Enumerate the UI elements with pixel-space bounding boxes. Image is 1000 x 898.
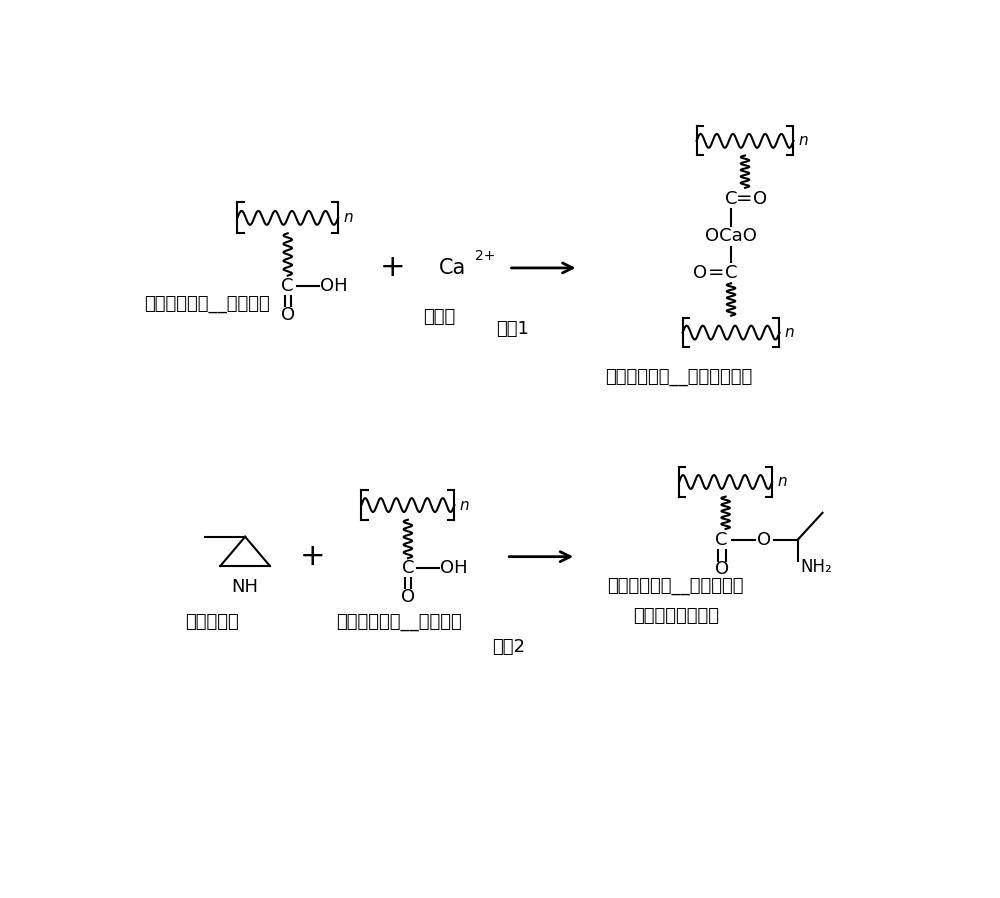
Text: n: n: [799, 134, 808, 148]
Text: O: O: [753, 189, 768, 207]
Text: 反应2: 反应2: [492, 638, 525, 656]
Text: O: O: [715, 560, 729, 578]
Text: 聚丙烯酸链段__含有羧基: 聚丙烯酸链段__含有羧基: [144, 295, 270, 313]
Text: n: n: [460, 497, 469, 513]
Text: Ca: Ca: [439, 258, 466, 277]
Text: 无法与钙离子反应: 无法与钙离子反应: [633, 607, 719, 625]
Text: n: n: [344, 210, 353, 225]
Text: OH: OH: [440, 559, 468, 577]
Text: OH: OH: [320, 277, 348, 295]
Text: NH₂: NH₂: [801, 558, 833, 576]
Text: n: n: [778, 474, 787, 489]
Text: O: O: [757, 531, 772, 549]
Text: NH: NH: [232, 577, 259, 595]
Text: 聚丙烯酸链段__羧基被封端: 聚丙烯酸链段__羧基被封端: [607, 577, 744, 595]
Text: =: =: [708, 263, 725, 282]
Text: C: C: [282, 277, 294, 295]
Text: O: O: [281, 306, 295, 324]
Text: C: C: [402, 559, 414, 577]
Text: O: O: [401, 588, 415, 606]
Text: 反应1: 反应1: [496, 321, 529, 339]
Text: +: +: [380, 253, 405, 282]
Text: OCaO: OCaO: [705, 227, 757, 245]
Text: n: n: [785, 325, 795, 340]
Text: 聚丙烯酸链段__被钙离子交联: 聚丙烯酸链段__被钙离子交联: [606, 368, 753, 386]
Text: O: O: [693, 263, 707, 282]
Text: +: +: [300, 542, 325, 571]
Text: C: C: [716, 531, 728, 549]
Text: 钙离子: 钙离子: [423, 308, 456, 326]
Text: 甲基氮丙啶: 甲基氮丙啶: [185, 612, 239, 631]
Text: 2+: 2+: [475, 249, 496, 262]
Text: 聚丙烯酸链段__含有羧基: 聚丙烯酸链段__含有羧基: [336, 612, 462, 631]
Text: =: =: [736, 189, 752, 208]
Text: C: C: [725, 263, 737, 282]
Text: C: C: [725, 189, 737, 207]
